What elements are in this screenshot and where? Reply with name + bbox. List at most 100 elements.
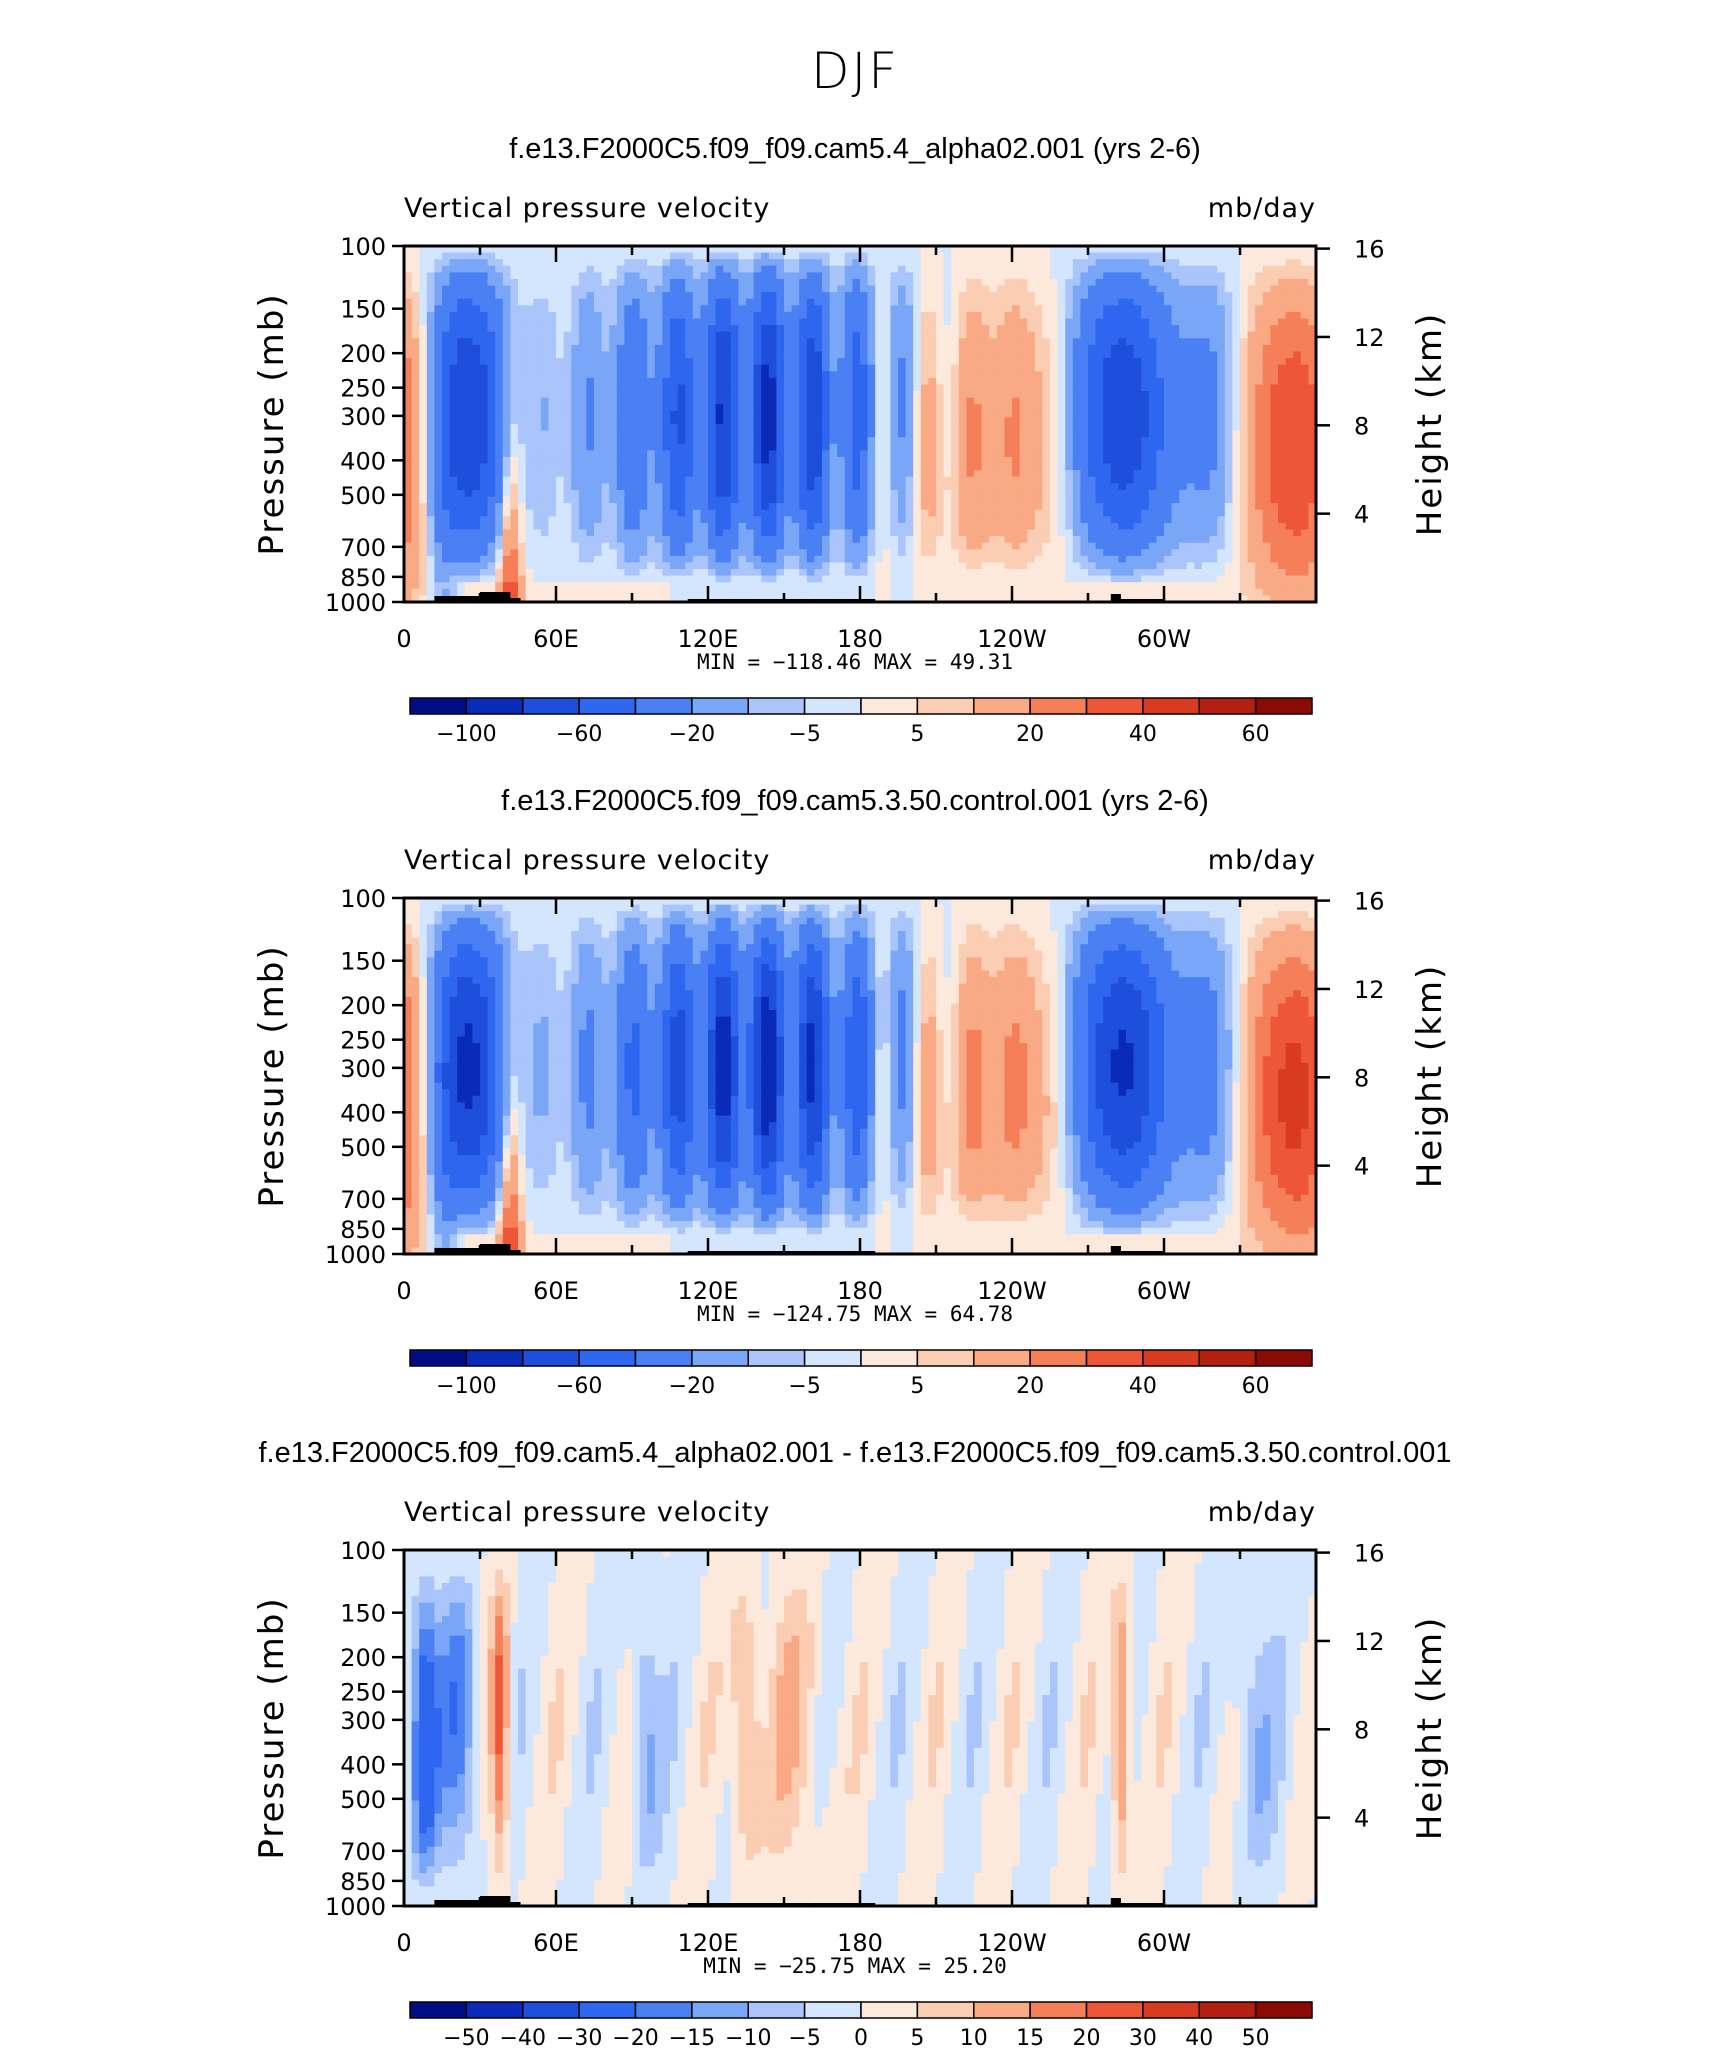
- field-cell: [837, 410, 846, 418]
- field-cell: [723, 272, 732, 280]
- field-cell: [1034, 338, 1043, 346]
- field-cell: [700, 292, 709, 300]
- field-cell: [601, 338, 610, 346]
- field-cell: [472, 503, 481, 511]
- field-cell: [715, 424, 724, 432]
- field-cell: [1034, 311, 1043, 320]
- field-cell: [867, 430, 876, 438]
- field-cell: [1095, 443, 1104, 451]
- field-cell: [510, 404, 519, 412]
- field-cell: [974, 476, 983, 484]
- field-cell: [981, 246, 990, 254]
- field-cell: [1065, 318, 1074, 326]
- field-cell: [753, 391, 762, 399]
- field-cell: [563, 391, 572, 399]
- field-cell: [951, 496, 960, 504]
- omega-field: [404, 246, 1316, 602]
- field-cell: [1202, 437, 1211, 445]
- field-cell: [791, 265, 800, 273]
- field-cell: [814, 404, 823, 412]
- field-cell: [784, 265, 793, 273]
- field-cell: [457, 437, 466, 445]
- field-cell: [571, 259, 580, 267]
- field-cell: [472, 516, 481, 524]
- field-cell: [1156, 358, 1165, 366]
- field-cell: [1141, 259, 1150, 267]
- field-cell: [1126, 397, 1135, 405]
- field-cell: [860, 437, 869, 445]
- field-cell: [419, 305, 428, 313]
- field-cell: [548, 265, 557, 273]
- field-cell: [1004, 292, 1013, 300]
- field-cell: [1027, 285, 1036, 293]
- field-cell: [844, 331, 853, 339]
- field-cell: [1012, 509, 1021, 517]
- field-cell: [1270, 410, 1279, 418]
- field-cell: [1217, 252, 1226, 260]
- field-cell: [404, 272, 413, 280]
- field-cell: [822, 377, 831, 386]
- field-cell: [1247, 404, 1256, 412]
- field-cell: [457, 364, 466, 372]
- field-cell: [746, 331, 755, 339]
- field-cell: [1247, 450, 1256, 458]
- field-cell: [1088, 483, 1097, 491]
- field-cell: [943, 503, 952, 511]
- field-cell: [768, 351, 777, 359]
- field-cell: [632, 311, 641, 320]
- field-cell: [1194, 496, 1203, 504]
- field-cell: [989, 278, 998, 287]
- field-cell: [738, 338, 747, 346]
- field-cell: [1110, 391, 1119, 399]
- field-cell: [1300, 265, 1309, 273]
- field-cell: [1148, 278, 1157, 287]
- field-cell: [867, 272, 876, 280]
- field-cell: [518, 384, 527, 392]
- field-cell: [746, 278, 755, 287]
- field-cell: [639, 331, 648, 339]
- field-cell: [700, 318, 709, 326]
- field-cell: [928, 298, 937, 306]
- field-cell: [837, 351, 846, 359]
- field-cell: [867, 265, 876, 273]
- field-cell: [814, 292, 823, 300]
- field-cell: [1262, 397, 1271, 405]
- field-cell: [768, 246, 777, 254]
- field-cell: [700, 259, 709, 267]
- field-cell: [784, 384, 793, 392]
- field-cell: [738, 397, 747, 405]
- field-cell: [502, 391, 511, 399]
- field-cell: [601, 489, 610, 498]
- field-cell: [958, 298, 967, 306]
- field-cell: [1171, 430, 1180, 438]
- field-cell: [890, 358, 899, 366]
- field-cell: [1224, 265, 1233, 273]
- field-cell: [1164, 417, 1173, 425]
- field-cell: [1103, 252, 1112, 260]
- field-cell: [1217, 292, 1226, 300]
- field-cell: [1118, 292, 1127, 300]
- field-cell: [692, 463, 701, 471]
- field-cell: [654, 509, 663, 517]
- field-cell: [768, 516, 777, 524]
- field-cell: [1300, 503, 1309, 511]
- field-cell: [1012, 252, 1021, 260]
- field-cell: [1300, 259, 1309, 267]
- field-cell: [1012, 272, 1021, 280]
- field-cell: [1270, 456, 1279, 465]
- field-cell: [776, 344, 785, 353]
- field-cell: [654, 397, 663, 405]
- field-cell: [890, 463, 899, 471]
- field-cell: [540, 272, 549, 280]
- field-cell: [898, 259, 907, 267]
- field-cell: [518, 470, 527, 478]
- field-cell: [920, 463, 929, 471]
- field-cell: [852, 430, 861, 438]
- field-cell: [1285, 404, 1294, 412]
- field-cell: [525, 384, 534, 392]
- field-cell: [556, 516, 565, 524]
- field-cell: [1186, 325, 1195, 333]
- field-cell: [563, 476, 572, 484]
- field-cell: [1118, 476, 1127, 484]
- field-cell: [616, 305, 625, 313]
